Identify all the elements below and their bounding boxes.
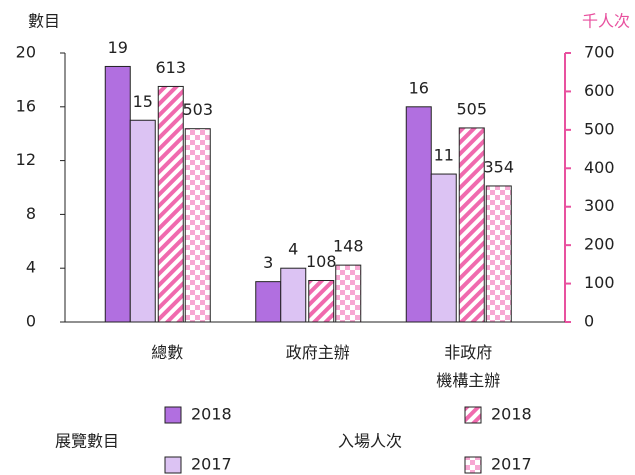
value-label: 505 bbox=[456, 99, 487, 118]
bar bbox=[308, 279, 335, 323]
y-axis-title: 數目 bbox=[28, 12, 60, 31]
value-label: 148 bbox=[333, 237, 364, 256]
bar bbox=[184, 128, 211, 323]
bar bbox=[157, 85, 184, 323]
bar bbox=[129, 119, 156, 323]
value-label: 613 bbox=[155, 58, 186, 77]
y-tick-label: 0 bbox=[26, 312, 36, 331]
bar bbox=[458, 127, 485, 323]
y-tick-label: 12 bbox=[16, 150, 36, 169]
legend-swatch bbox=[464, 406, 482, 424]
value-label: 503 bbox=[182, 100, 213, 119]
bar bbox=[405, 106, 432, 323]
y2-axis-title: 千人次 bbox=[582, 12, 630, 31]
legend-group-title: 展覽數目 bbox=[55, 432, 119, 451]
bar bbox=[335, 264, 362, 323]
legend-swatch bbox=[164, 456, 182, 474]
y-tick-label: 8 bbox=[26, 204, 36, 223]
y2-tick-label: 400 bbox=[584, 158, 615, 177]
y-tick-label: 20 bbox=[16, 43, 36, 62]
y2-tick-label: 200 bbox=[584, 235, 615, 254]
value-label: 19 bbox=[108, 38, 128, 57]
x-tick-label: 非政府機構主辦 bbox=[436, 343, 500, 390]
bar bbox=[485, 185, 512, 323]
value-label: 11 bbox=[434, 146, 454, 165]
bar bbox=[430, 173, 457, 323]
x-tick-label: 政府主辦 bbox=[286, 343, 350, 362]
value-label: 4 bbox=[288, 240, 298, 259]
value-label: 354 bbox=[483, 157, 514, 176]
x-tick-label: 總數 bbox=[151, 343, 183, 362]
legend-label: 2018 bbox=[491, 405, 532, 424]
y2-tick-label: 600 bbox=[584, 81, 615, 100]
legend-swatch bbox=[464, 456, 482, 474]
legend-label: 2018 bbox=[191, 405, 232, 424]
value-label: 16 bbox=[409, 78, 429, 97]
value-label: 15 bbox=[133, 92, 153, 111]
y-tick-label: 16 bbox=[16, 96, 36, 115]
bar bbox=[255, 281, 282, 323]
bar bbox=[104, 65, 131, 323]
y2-tick-label: 700 bbox=[584, 43, 615, 62]
value-label: 108 bbox=[306, 252, 337, 271]
value-label: 3 bbox=[263, 253, 273, 272]
legend-swatch bbox=[164, 406, 182, 424]
y2-tick-label: 500 bbox=[584, 119, 615, 138]
y2-tick-label: 100 bbox=[584, 273, 615, 292]
y-tick-label: 4 bbox=[26, 258, 36, 277]
legend-group-title: 入場人次 bbox=[338, 432, 402, 451]
y2-tick-label: 300 bbox=[584, 196, 615, 215]
bar bbox=[280, 267, 307, 323]
legend-label: 2017 bbox=[191, 455, 232, 474]
y2-tick-label: 0 bbox=[584, 312, 594, 331]
legend-label: 2017 bbox=[491, 455, 532, 474]
